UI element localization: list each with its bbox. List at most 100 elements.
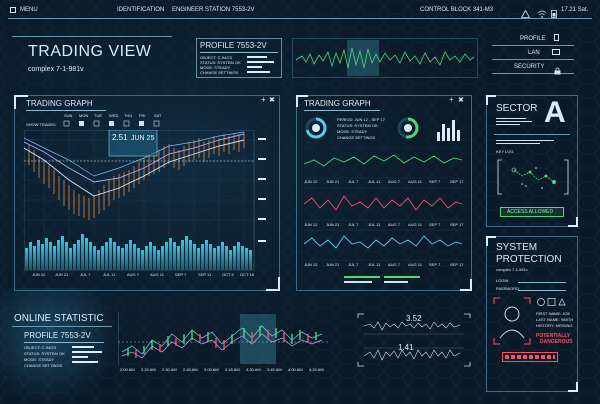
tick-label: JUL 11 bbox=[368, 179, 381, 184]
trading-graph-title: TRADING GRAPH bbox=[26, 99, 93, 108]
day-checkboxes[interactable] bbox=[62, 120, 166, 128]
nav-lan[interactable]: LAN bbox=[492, 47, 574, 60]
sector-divider bbox=[494, 134, 570, 135]
sector-bars bbox=[496, 118, 536, 130]
profile-level-bars bbox=[247, 56, 277, 76]
panel-corner bbox=[486, 95, 496, 105]
tick-label: 2.30 AM bbox=[162, 367, 177, 372]
top-wave-monitor bbox=[292, 38, 478, 78]
tick-label: JUL 11 bbox=[368, 222, 381, 227]
tick-label: OCT 5 bbox=[222, 272, 234, 277]
password-label: PASSWORD bbox=[496, 286, 520, 291]
day-thu: THU bbox=[124, 113, 133, 118]
online-change-settings[interactable]: CHANGE SETTINGS bbox=[24, 363, 63, 368]
period-label: PERIOD: JUN 12 - SEP 17 bbox=[337, 117, 385, 122]
tick-label: JUN 12 bbox=[304, 262, 318, 267]
online-level-bars bbox=[72, 346, 106, 368]
tick-label: 3.45 AM bbox=[267, 367, 282, 372]
online-profile-divider bbox=[24, 342, 104, 343]
battery-icon bbox=[551, 5, 557, 23]
trading-graph-right-title: TRADING GRAPH bbox=[304, 99, 371, 108]
wifi-icon bbox=[537, 5, 547, 23]
trading-graph-right-panel bbox=[296, 95, 472, 291]
last-name-field: LAST NAME: SMITH bbox=[536, 317, 574, 322]
clock: 17.21 Sat. bbox=[561, 7, 589, 13]
user-avatar-scan bbox=[493, 297, 531, 345]
alert-icon bbox=[520, 5, 531, 23]
online-statistic-rule bbox=[12, 326, 112, 327]
nav-security-label: SECURITY bbox=[514, 64, 545, 70]
bottom-x-axis: 2.00 AM 2.15 AM 2.30 AM 2.45 AM 3.00 AM … bbox=[118, 368, 330, 374]
danger-level-bar bbox=[502, 352, 558, 362]
day-fri: FRI bbox=[139, 113, 146, 118]
biometric-icons bbox=[537, 298, 566, 306]
tick-label: AUG 11 bbox=[408, 262, 422, 267]
online-statistic-glow bbox=[0, 288, 120, 404]
mini-bar-chart bbox=[437, 120, 460, 141]
right-x-axis-1: JUN 12 JUN 21 JUL 7 JUL 11 AUG 7 AUG 11 … bbox=[304, 180, 466, 186]
tick-label: JUL 7 bbox=[348, 179, 359, 184]
nav-lan-label: LAN bbox=[528, 50, 540, 56]
right-x-axis-2: JUN 12 JUN 21 JUL 7 JUL 11 AUG 7 AUG 11 … bbox=[304, 223, 466, 229]
add-icon[interactable]: + bbox=[449, 95, 454, 104]
nav-profile-label: PROFILE bbox=[520, 36, 546, 42]
add-icon[interactable]: + bbox=[261, 95, 266, 104]
gauge-ring-1 bbox=[305, 117, 327, 139]
menu-icon bbox=[10, 7, 16, 13]
tooltip-value: 2.51 bbox=[112, 133, 128, 142]
nav-security[interactable]: SECURITY bbox=[492, 61, 574, 75]
profile-line-status: STATUS: SYSTEM OK bbox=[200, 60, 241, 65]
tick-label: AUG 7 bbox=[127, 272, 140, 277]
identification-label: IDENTIFICATION bbox=[117, 7, 165, 13]
profile-change-settings[interactable]: CHANGE SETTINGS bbox=[200, 70, 239, 75]
close-icon[interactable]: ✖ bbox=[269, 97, 275, 104]
tick-label: 2.45 AM bbox=[183, 367, 198, 372]
password-input[interactable] bbox=[518, 290, 566, 291]
profile-card bbox=[196, 38, 282, 78]
change-settings-link[interactable]: CHANGE SETTINGS bbox=[337, 135, 376, 140]
sector-bars-2 bbox=[496, 140, 566, 148]
login-input[interactable] bbox=[518, 282, 566, 283]
tick-label: JUN 12 bbox=[304, 179, 318, 184]
trading-graph-panel bbox=[14, 95, 280, 291]
day-tue: TUE bbox=[94, 113, 102, 118]
main-candlestick-chart bbox=[24, 130, 266, 271]
tick-label: 4.00 AM bbox=[288, 367, 303, 372]
tick-label: 2.00 AM bbox=[120, 367, 135, 372]
tick-label: JUN 12 bbox=[304, 222, 318, 227]
trading-graph-underline bbox=[26, 110, 106, 111]
status-label: STATUS: SYSTEM OK bbox=[337, 123, 378, 128]
tick-label: 3.00 AM bbox=[204, 367, 219, 372]
panel-corner bbox=[568, 382, 578, 392]
access-allowed-badge: ACCESS ALLOWED bbox=[500, 207, 564, 217]
tick-label: 4.15 AM bbox=[309, 367, 324, 372]
tick-label: AUG 7 bbox=[388, 179, 401, 184]
station-label: ENGINEER STATION 7553-2V bbox=[172, 7, 255, 13]
wave-value-2: 1.41 bbox=[398, 343, 414, 352]
close-icon[interactable]: ✖ bbox=[458, 97, 464, 104]
tick-label: SEP 7 bbox=[429, 179, 441, 184]
tooltip-date: JUN 25 bbox=[131, 135, 155, 142]
nav-profile[interactable]: PROFILE bbox=[492, 33, 574, 46]
tick-label: JUL 7 bbox=[348, 222, 359, 227]
wave-monitor-panel bbox=[357, 313, 471, 367]
tick-label: OCT 16 bbox=[240, 272, 254, 277]
tick-label: AUG 11 bbox=[408, 222, 422, 227]
triple-line-chart bbox=[302, 148, 464, 261]
tick-label: JUN 21 bbox=[55, 272, 69, 277]
tick-label: SEP 17 bbox=[450, 222, 464, 227]
tick-label: SEP 17 bbox=[450, 179, 464, 184]
day-wed: WED bbox=[109, 113, 119, 118]
online-line-mode: MODE: STEADY bbox=[24, 357, 55, 362]
day-sun: SUN bbox=[64, 113, 73, 118]
tick-label: JUN 21 bbox=[326, 262, 340, 267]
online-profile-title: PROFILE 7553-2V bbox=[24, 331, 91, 340]
panel-corner bbox=[568, 217, 578, 227]
access-allowed-label: ACCESS ALLOWED bbox=[507, 209, 554, 215]
page-title: TRADING VIEW bbox=[28, 43, 152, 60]
alert-potentially: POTENTIALLY bbox=[536, 333, 571, 339]
menu-label: MENU bbox=[20, 7, 38, 13]
tick-label: AUG 7 bbox=[388, 222, 401, 227]
panel-corner bbox=[296, 95, 308, 107]
